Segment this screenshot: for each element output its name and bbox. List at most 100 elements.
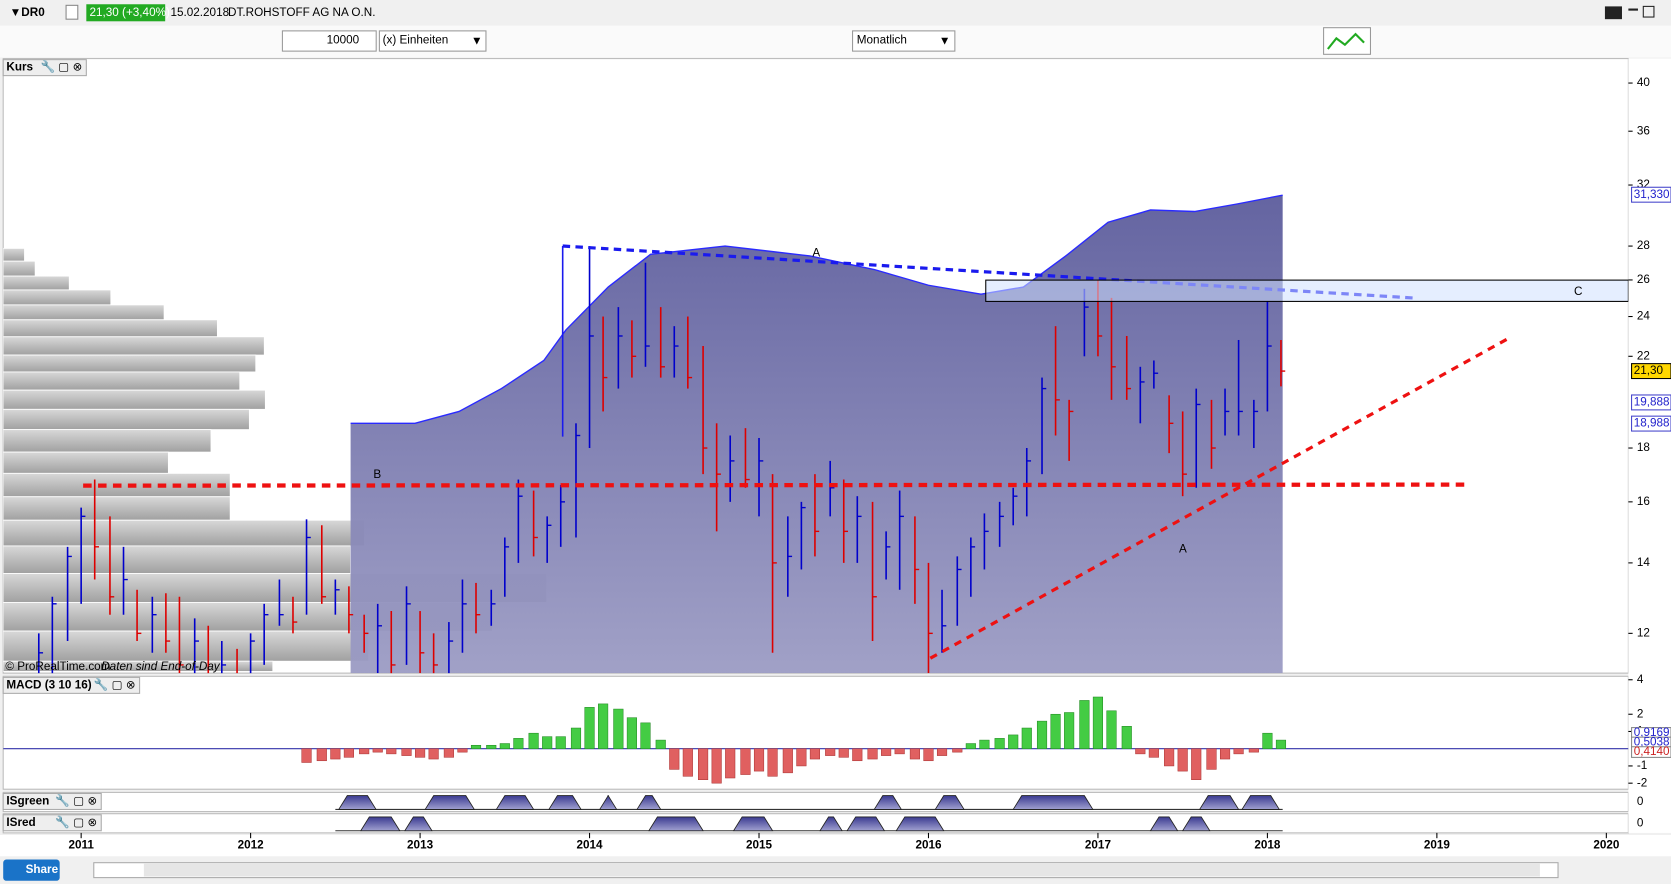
annotation: A [812,247,820,260]
macd-bar [359,748,370,755]
quantity-input[interactable] [281,30,377,52]
volume-profile-bar [3,371,241,391]
macd-bar [965,743,976,749]
macd-bar [555,736,566,749]
units-select[interactable] [378,30,487,52]
value-label: 0,9169 [1634,726,1670,739]
macd-bar [386,748,397,755]
units: (x) Einheiten [383,34,449,47]
panel-title: ISgreen [6,795,49,808]
signal-pulse [1241,795,1281,810]
x-tick-label: 2015 [746,839,773,852]
y-tick-label: 14 [1637,556,1651,569]
macd-bar [655,739,666,749]
quote: 21,30 (+3,40%) [90,6,170,19]
volume-profile-bar [3,260,36,277]
y-tick-label: -1 [1637,759,1647,772]
macd-bar [584,707,595,749]
macd-bar [740,748,751,775]
macd-bar [838,748,849,758]
signal-pulse [648,816,704,832]
price-label: 19,888 [1634,396,1670,409]
trend-line [562,244,1418,300]
volume-profile-bar [3,630,370,662]
macd-bar [316,748,327,762]
minimize-icon[interactable] [1628,8,1638,11]
macd-bar [1233,748,1244,755]
keyboard-icon[interactable] [1604,6,1622,20]
macd-bar [1206,748,1217,770]
panel-tools: 🔧 ▢ ⊗ [94,677,136,691]
volume-profile-bar [3,336,265,356]
macd-bar [936,748,948,756]
y-tick-label: 36 [1637,124,1650,137]
price-label-box [1631,186,1671,203]
signal-pulse [636,795,662,810]
x-tick-label: 2014 [577,839,604,852]
volume-profile-bar [3,275,70,291]
macd-bar [1106,710,1117,749]
macd-bar [909,748,920,760]
period-select[interactable] [852,30,956,52]
macd-bar [1164,748,1175,767]
macd-bar [1275,739,1287,749]
signal-pulse [846,816,886,832]
volume-profile-bar [3,389,266,410]
quote-date: 15.02.2018 [171,6,230,19]
support-line [83,482,1469,488]
panel-title: ISred [6,816,35,829]
zone-box [985,279,1629,302]
scroll-thumb[interactable] [143,863,1540,877]
share-label[interactable]: Share [26,863,59,876]
macd-bar [1064,712,1075,749]
macd-bar [613,708,624,749]
value-label: 0,5038 [1634,736,1670,749]
value-label: 0,4140 [1634,745,1670,758]
panel-title-box [2,814,102,832]
macd-bar [725,748,736,779]
info-icon[interactable] [65,4,79,20]
symbol[interactable]: DR0 [21,6,45,19]
x-tick-label: 2019 [1424,839,1451,852]
panel-title: Kurs [6,61,33,74]
macd-bar [1248,748,1259,753]
macd-bar [457,748,468,753]
macd-bar [923,748,934,762]
share-button[interactable] [3,859,60,881]
watermark-note: Daten sind End-of-Day [101,660,221,673]
signal-pulse [424,795,476,810]
macd-bar [1219,748,1231,760]
macd-bar [372,748,383,753]
x-axis-area [0,835,1671,857]
value-label-box [1631,746,1671,758]
macd-bar [1121,726,1132,749]
signal-pulse [495,795,535,810]
macd-bar [1008,734,1019,749]
macd-bar [626,717,637,749]
y-tick-label: 16 [1637,495,1650,508]
signal-pulse [873,795,903,810]
y-tick-label: 4 [1637,673,1644,686]
macd-bar [443,748,454,758]
y-tick-label: 0 [1637,816,1644,829]
macd-bar [1092,696,1104,749]
macd-bar [1135,748,1146,755]
macd-bar [542,736,553,749]
signal-pulse [337,795,377,810]
macd-bar [415,748,426,758]
macd-bar [979,739,990,749]
signal-pulse [1012,795,1094,810]
y-tick-label: 18 [1637,441,1650,454]
macd-bar [1177,748,1188,772]
y-tick-label: 28 [1637,239,1650,252]
watermark: © ProRealTime.com [5,660,110,673]
signal-pulse [548,795,582,810]
y-tick-label: 24 [1637,310,1651,323]
dropdown-arrow: ▼ [939,35,951,48]
envelope-area [350,195,1283,674]
maximize-icon[interactable] [1642,5,1655,18]
menu-arrow[interactable]: ▼ [10,6,22,19]
